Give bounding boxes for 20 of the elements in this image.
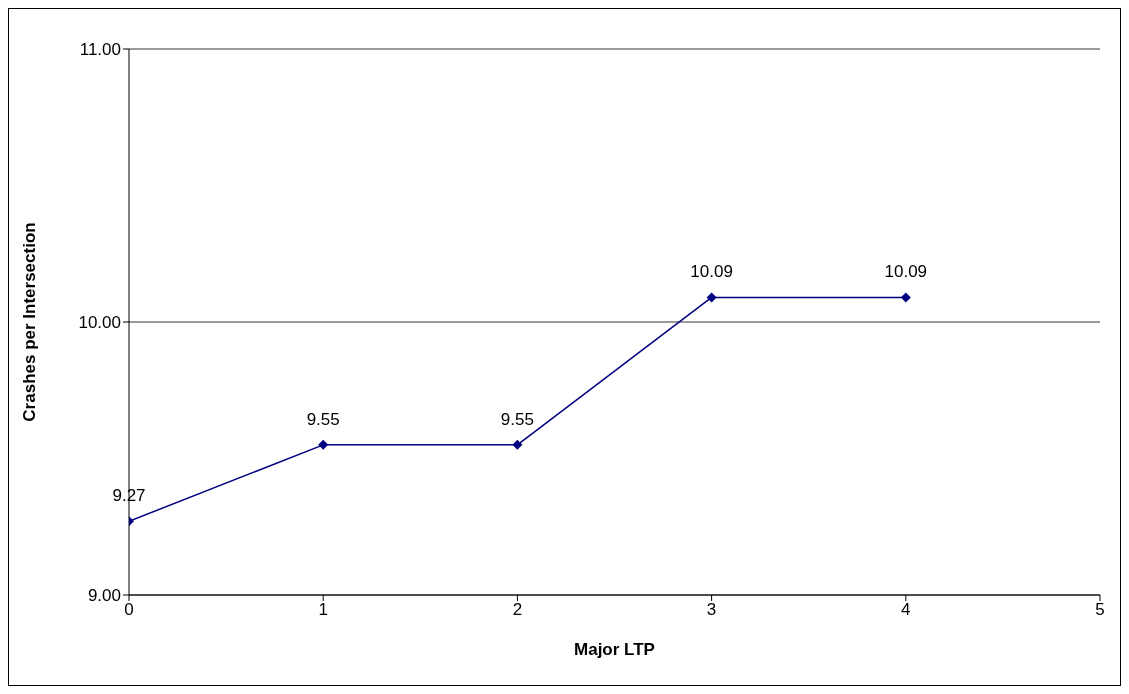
- data-label: 9.27: [112, 486, 146, 506]
- point: [318, 439, 329, 450]
- x-tick-label: 1: [318, 600, 328, 620]
- data-label: 9.55: [306, 409, 340, 429]
- point: [900, 292, 911, 303]
- point: [512, 439, 523, 450]
- y-tick-label: 9.00: [87, 586, 121, 606]
- x-tick-label: 3: [706, 600, 717, 620]
- data-label: 10.09: [690, 262, 733, 282]
- x-axis-title: Major LTP: [574, 640, 655, 659]
- data-label: 10.09: [884, 262, 928, 282]
- x-tick-label: 0: [124, 600, 134, 620]
- y-axis-title: Crashes per Intersection: [20, 222, 40, 422]
- x-tick-label: 2: [512, 600, 523, 620]
- y-tick-label: 11.00: [79, 40, 121, 60]
- y-tick-label: 10.00: [78, 313, 121, 333]
- point: [706, 292, 717, 303]
- x-tick-label: 4: [901, 600, 911, 620]
- x-tick-label: 5: [1095, 600, 1105, 620]
- data-label: 9.55: [500, 409, 534, 429]
